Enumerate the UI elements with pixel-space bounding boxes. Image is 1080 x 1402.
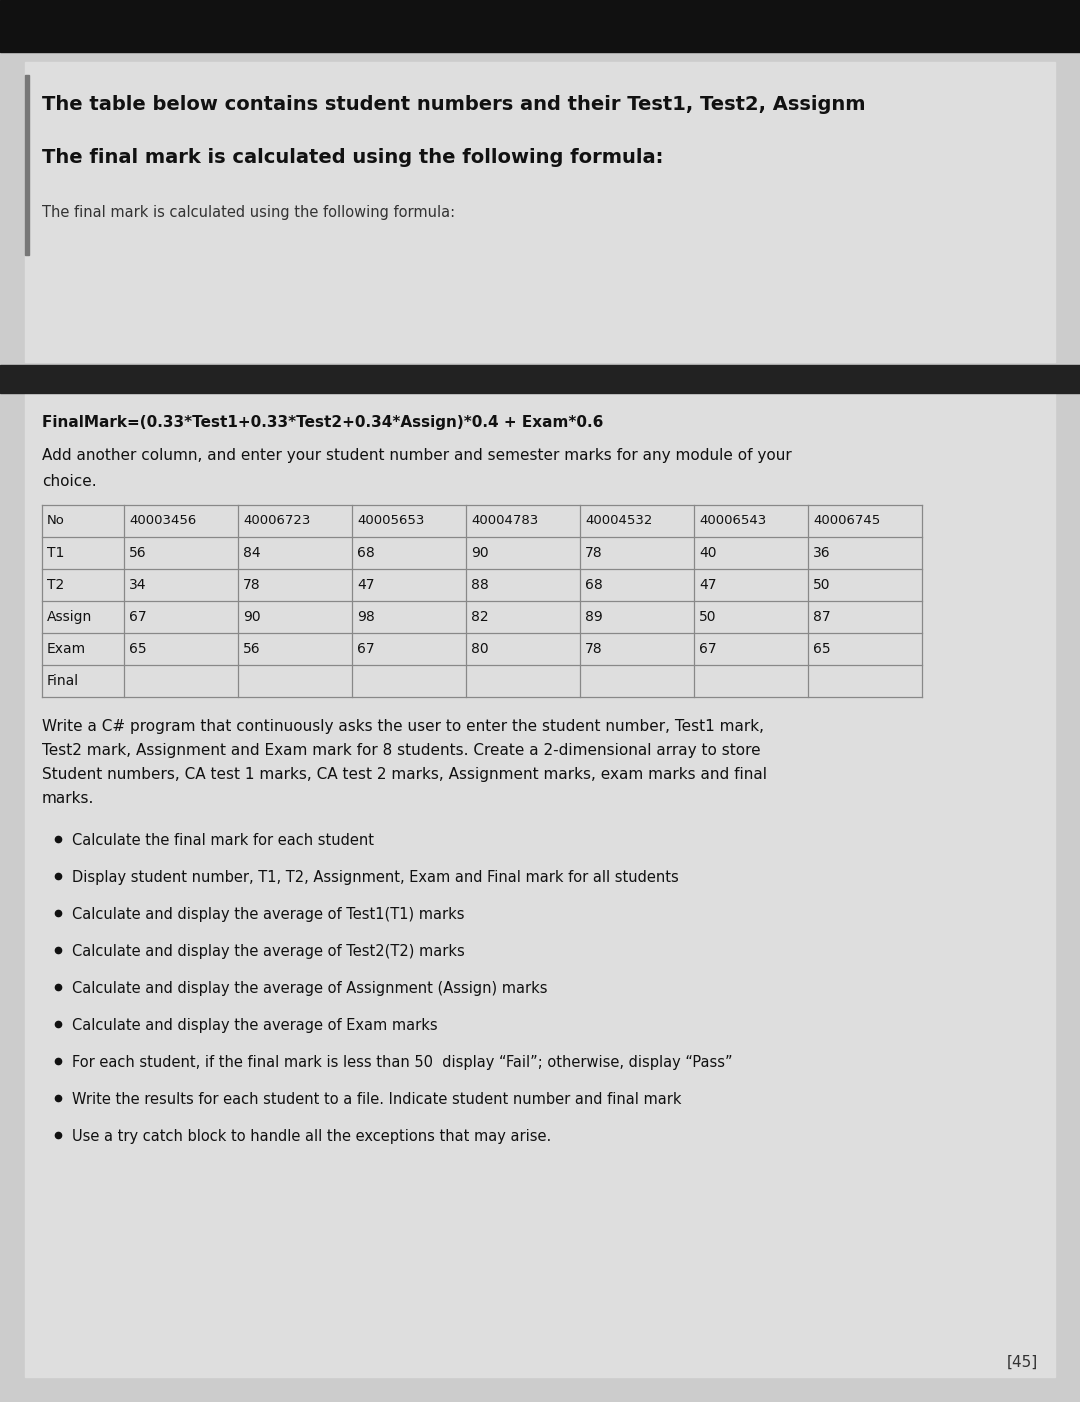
Text: T2: T2 [48, 578, 64, 592]
Text: Calculate the final mark for each student: Calculate the final mark for each studen… [72, 833, 374, 848]
Text: 40004783: 40004783 [471, 515, 538, 527]
Text: 68: 68 [585, 578, 603, 592]
Text: choice.: choice. [42, 474, 96, 489]
Text: The final mark is calculated using the following formula:: The final mark is calculated using the f… [42, 205, 455, 220]
Text: 40006543: 40006543 [699, 515, 766, 527]
Text: Final: Final [48, 674, 79, 688]
Text: 90: 90 [471, 545, 488, 559]
Text: 40003456: 40003456 [129, 515, 197, 527]
Text: T1: T1 [48, 545, 65, 559]
Text: 40004532: 40004532 [585, 515, 652, 527]
Text: 78: 78 [585, 545, 603, 559]
Text: 89: 89 [585, 610, 603, 624]
Text: Test2 mark, Assignment and Exam mark for 8 students. Create a 2-dimensional arra: Test2 mark, Assignment and Exam mark for… [42, 743, 760, 758]
Text: Use a try catch block to handle all the exceptions that may arise.: Use a try catch block to handle all the … [72, 1129, 551, 1144]
Text: Exam: Exam [48, 642, 86, 656]
Text: 84: 84 [243, 545, 260, 559]
Text: 67: 67 [129, 610, 147, 624]
Text: 87: 87 [813, 610, 831, 624]
Text: 47: 47 [699, 578, 716, 592]
Text: Write a C# program that continuously asks the user to enter the student number, : Write a C# program that continuously ask… [42, 719, 764, 735]
Bar [0, 365, 1080, 393]
Text: 65: 65 [129, 642, 147, 656]
Text: 40006745: 40006745 [813, 515, 880, 527]
Text: Assign: Assign [48, 610, 92, 624]
Text: Write the results for each student to a file. Indicate student number and final : Write the results for each student to a … [72, 1092, 681, 1108]
Text: [45]: [45] [1007, 1354, 1038, 1370]
Text: 56: 56 [243, 642, 260, 656]
Bar [0, 0, 1080, 52]
Text: 67: 67 [699, 642, 717, 656]
Text: marks.: marks. [42, 791, 94, 806]
Text: 80: 80 [471, 642, 488, 656]
Text: Display student number, T1, T2, Assignment, Exam and Final mark for all students: Display student number, T1, T2, Assignme… [72, 871, 678, 885]
Text: 34: 34 [129, 578, 147, 592]
Text: Calculate and display the average of Test1(T1) marks: Calculate and display the average of Tes… [72, 907, 464, 923]
Bar [25, 393, 1055, 1377]
Text: 68: 68 [357, 545, 375, 559]
Text: The final mark is calculated using the following formula:: The final mark is calculated using the f… [42, 149, 663, 167]
Text: 67: 67 [357, 642, 375, 656]
Text: Calculate and display the average of Assignment (Assign) marks: Calculate and display the average of Ass… [72, 981, 548, 995]
Text: 47: 47 [357, 578, 375, 592]
Text: 40: 40 [699, 545, 716, 559]
Text: 56: 56 [129, 545, 147, 559]
Text: 36: 36 [813, 545, 831, 559]
Text: The table below contains student numbers and their Test1, Test2, Assignm: The table below contains student numbers… [42, 95, 865, 114]
Text: 98: 98 [357, 610, 375, 624]
Text: Calculate and display the average of Test2(T2) marks: Calculate and display the average of Tes… [72, 944, 464, 959]
Text: Add another column, and enter your student number and semester marks for any mod: Add another column, and enter your stude… [42, 449, 792, 463]
Text: 82: 82 [471, 610, 488, 624]
Text: 78: 78 [243, 578, 260, 592]
Text: 65: 65 [813, 642, 831, 656]
Bar [25, 62, 1055, 362]
Text: 88: 88 [471, 578, 489, 592]
Text: 50: 50 [699, 610, 716, 624]
Text: 50: 50 [813, 578, 831, 592]
Text: 40005653: 40005653 [357, 515, 424, 527]
Text: Calculate and display the average of Exam marks: Calculate and display the average of Exa… [72, 1018, 437, 1033]
Text: FinalMark=(0.33*Test1+0.33*Test2+0.34*Assign)*0.4 + Exam*0.6: FinalMark=(0.33*Test1+0.33*Test2+0.34*As… [42, 415, 604, 430]
Text: Student numbers, CA test 1 marks, CA test 2 marks, Assignment marks, exam marks : Student numbers, CA test 1 marks, CA tes… [42, 767, 767, 782]
Text: 90: 90 [243, 610, 260, 624]
Text: 78: 78 [585, 642, 603, 656]
Text: For each student, if the final mark is less than 50  display “Fail”; otherwise, : For each student, if the final mark is l… [72, 1054, 732, 1070]
Text: No: No [48, 515, 65, 527]
Text: 40006723: 40006723 [243, 515, 310, 527]
Bar [25, 74, 29, 255]
